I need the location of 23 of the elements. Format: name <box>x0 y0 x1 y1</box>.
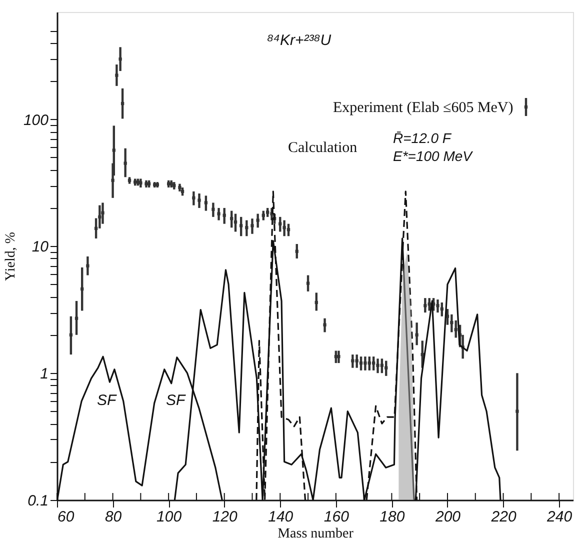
x-tick-label: 240 <box>546 508 573 526</box>
legend-label: Experiment (Elab ≤605 MeV) <box>333 100 514 116</box>
x-tick-label: 200 <box>434 508 462 526</box>
annotation: E*=100 MeV <box>393 148 474 164</box>
annotation: ⁸⁴Kr+²³⁸U <box>267 32 332 49</box>
x-tick-label: 60 <box>58 508 75 526</box>
x-axis-title: Mass number <box>278 526 354 542</box>
y-axis-title: Yield, % <box>3 232 18 281</box>
y-tick-label: 0.1 <box>28 492 48 510</box>
annotation: SF <box>166 392 186 409</box>
x-tick-label: 120 <box>212 508 238 526</box>
annotation: R̄=12.0 F <box>393 130 452 146</box>
x-tick-label: 160 <box>324 508 350 526</box>
x-tick-label: 100 <box>156 508 182 526</box>
x-tick-label: 140 <box>268 508 294 526</box>
x-tick-label: 80 <box>104 508 122 526</box>
x-tick-label: 220 <box>490 508 517 526</box>
annotation: SF <box>97 392 118 409</box>
y-tick-label: 100 <box>23 112 50 129</box>
annotation: Calculation <box>288 140 358 156</box>
x-tick-label: 180 <box>380 508 406 526</box>
y-tick-label: 1 <box>40 366 48 383</box>
y-tick-label: 10 <box>32 238 50 256</box>
